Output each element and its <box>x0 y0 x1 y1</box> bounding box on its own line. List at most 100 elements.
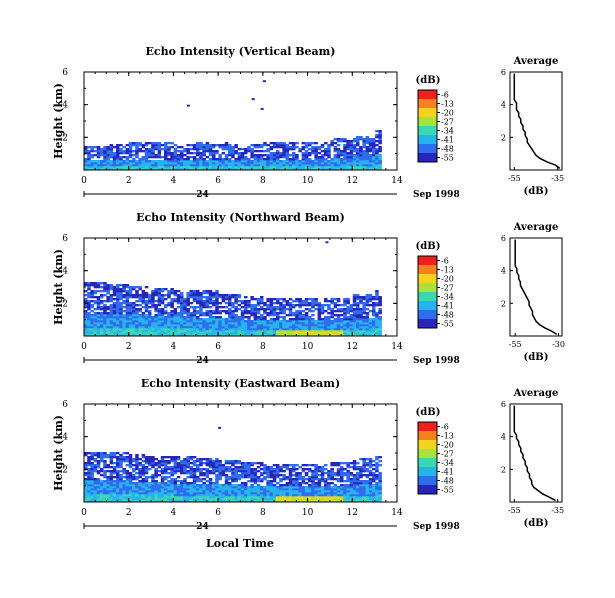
heat-cell <box>260 168 264 171</box>
heat-cell <box>167 158 171 161</box>
heat-cell <box>116 304 120 307</box>
heat-cell <box>292 148 296 151</box>
heat-cell <box>122 162 126 165</box>
heat-cell <box>349 310 354 313</box>
heat-cell <box>100 154 104 157</box>
heat-cell <box>109 494 114 497</box>
heat-cell <box>276 334 280 337</box>
heat-cell <box>208 296 213 299</box>
heat-cell <box>119 324 123 327</box>
heat-cell <box>314 476 318 479</box>
heat-cell <box>298 298 302 301</box>
heat-cell <box>202 314 206 317</box>
heat-cell <box>237 166 242 169</box>
heat-cell <box>84 304 88 307</box>
heat-cell <box>125 334 130 337</box>
y-tick-label: 4 <box>62 433 68 443</box>
heat-cell <box>93 496 98 499</box>
heat-cell <box>237 498 242 501</box>
heat-cell <box>202 152 206 155</box>
heat-cell <box>125 162 130 165</box>
heat-cell <box>148 324 152 327</box>
heat-cell <box>333 148 338 151</box>
heat-cell <box>224 158 229 161</box>
heat-cell <box>154 326 158 329</box>
heat-cell <box>336 496 341 499</box>
heat-cell <box>349 140 354 143</box>
heat-cell <box>157 474 162 477</box>
heat-cell <box>224 142 229 145</box>
heat-cell <box>192 312 197 315</box>
heat-cell <box>138 142 142 145</box>
heat-cell <box>106 496 110 499</box>
colorbar-tick-label: -41 <box>441 302 454 311</box>
heat-cell <box>87 470 91 473</box>
heat-cell <box>320 466 325 469</box>
heat-cell <box>282 166 286 169</box>
heat-cell <box>100 306 104 309</box>
heat-cell <box>103 500 107 503</box>
heat-cell <box>183 466 187 469</box>
heat-cell <box>362 160 366 163</box>
heat-cell <box>247 464 251 467</box>
heat-cell <box>272 476 277 479</box>
heat-cell <box>368 498 373 501</box>
heat-cell <box>103 484 107 487</box>
heat-cell <box>221 300 226 303</box>
heat-cell <box>282 484 286 487</box>
heat-cell <box>231 314 235 317</box>
heat-cell <box>173 300 178 303</box>
heat-cell <box>103 168 107 171</box>
heat-cell <box>247 300 251 303</box>
heat-cell <box>228 294 232 297</box>
heat-cell <box>128 152 133 155</box>
heat-cell <box>250 494 254 497</box>
heat-cell <box>106 284 110 287</box>
heat-cell <box>343 150 347 153</box>
heat-cell <box>372 302 376 305</box>
heat-cell <box>237 318 242 321</box>
heat-cell <box>180 316 184 319</box>
heat-cell <box>93 328 98 331</box>
heat-cell <box>148 330 152 333</box>
heat-cell <box>215 308 219 311</box>
heat-cell <box>100 150 104 153</box>
heat-cell <box>112 462 117 465</box>
heat-cell <box>320 158 325 161</box>
heat-cell <box>157 298 162 301</box>
heat-cell <box>202 324 206 327</box>
heat-cell <box>260 500 264 503</box>
heat-cell <box>109 480 114 483</box>
heat-cell <box>176 322 181 325</box>
heat-cell <box>263 154 267 157</box>
heat-cell <box>135 146 139 149</box>
heat-cell <box>109 148 114 151</box>
heat-cell <box>87 288 91 291</box>
heat-cell <box>317 482 322 485</box>
heat-cell <box>269 470 274 473</box>
heat-cell <box>298 300 302 303</box>
heat-cell <box>186 484 190 487</box>
heat-cell <box>346 492 350 495</box>
heat-cell <box>208 314 213 317</box>
heat-cell <box>183 304 187 307</box>
heat-cell <box>256 326 261 329</box>
heat-cell <box>247 330 251 333</box>
heat-cell <box>109 476 114 479</box>
heat-cell <box>333 320 338 323</box>
heat-cell <box>180 160 184 163</box>
heat-cell <box>320 164 325 167</box>
heat-cell <box>352 492 357 495</box>
heat-cell <box>112 490 117 493</box>
heat-cell <box>362 494 366 497</box>
heat-cell <box>196 150 200 153</box>
heat-cell <box>288 320 293 323</box>
heat-cell <box>157 316 162 319</box>
heat-cell <box>250 320 254 323</box>
heat-cell <box>132 314 136 317</box>
heat-cell <box>205 320 210 323</box>
heat-cell <box>237 460 242 463</box>
heat-cell <box>128 482 133 485</box>
heat-cell <box>266 484 270 487</box>
heat-cell <box>116 290 120 293</box>
